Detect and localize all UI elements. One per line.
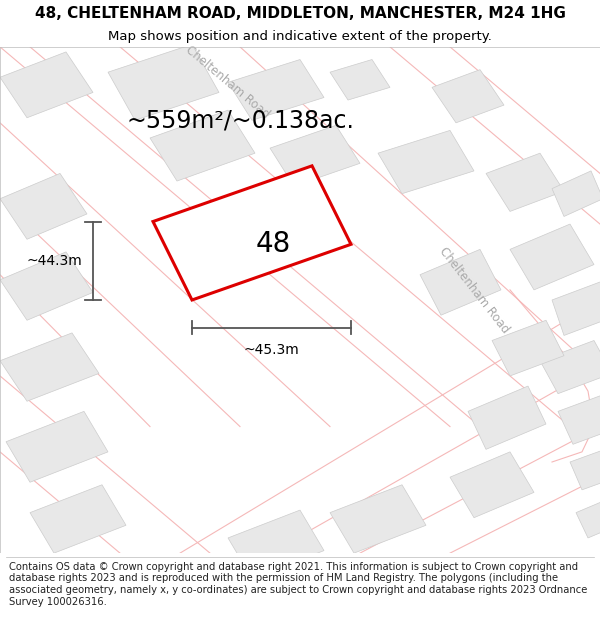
Polygon shape [153, 166, 351, 300]
Text: Map shows position and indicative extent of the property.: Map shows position and indicative extent… [108, 30, 492, 43]
Polygon shape [468, 386, 546, 449]
Polygon shape [486, 153, 564, 211]
Text: ~44.3m: ~44.3m [26, 254, 82, 268]
Polygon shape [552, 171, 600, 216]
Polygon shape [540, 341, 600, 394]
Text: ~559m²/~0.138ac.: ~559m²/~0.138ac. [126, 108, 354, 132]
Polygon shape [510, 224, 594, 290]
Polygon shape [558, 394, 600, 444]
Text: ~45.3m: ~45.3m [244, 343, 299, 357]
Polygon shape [450, 452, 534, 518]
Polygon shape [576, 498, 600, 538]
Polygon shape [0, 52, 93, 118]
Polygon shape [0, 333, 99, 401]
Polygon shape [270, 126, 360, 186]
Polygon shape [330, 59, 390, 100]
Text: Contains OS data © Crown copyright and database right 2021. This information is : Contains OS data © Crown copyright and d… [9, 562, 587, 606]
Polygon shape [330, 485, 426, 553]
Polygon shape [6, 411, 108, 482]
Text: 48, CHELTENHAM ROAD, MIDDLETON, MANCHESTER, M24 1HG: 48, CHELTENHAM ROAD, MIDDLETON, MANCHEST… [35, 6, 565, 21]
Polygon shape [570, 447, 600, 490]
Polygon shape [108, 44, 219, 120]
Text: Cheltenham Road: Cheltenham Road [184, 44, 272, 121]
Polygon shape [378, 131, 474, 194]
Polygon shape [30, 485, 126, 553]
Text: 48: 48 [256, 230, 290, 258]
Polygon shape [228, 59, 324, 120]
Polygon shape [150, 110, 255, 181]
Polygon shape [228, 510, 324, 579]
Polygon shape [432, 69, 504, 122]
Polygon shape [492, 320, 564, 376]
Polygon shape [0, 252, 93, 320]
Text: Cheltenham Road: Cheltenham Road [436, 244, 512, 336]
Polygon shape [552, 280, 600, 336]
Polygon shape [420, 249, 501, 315]
Polygon shape [0, 173, 87, 239]
